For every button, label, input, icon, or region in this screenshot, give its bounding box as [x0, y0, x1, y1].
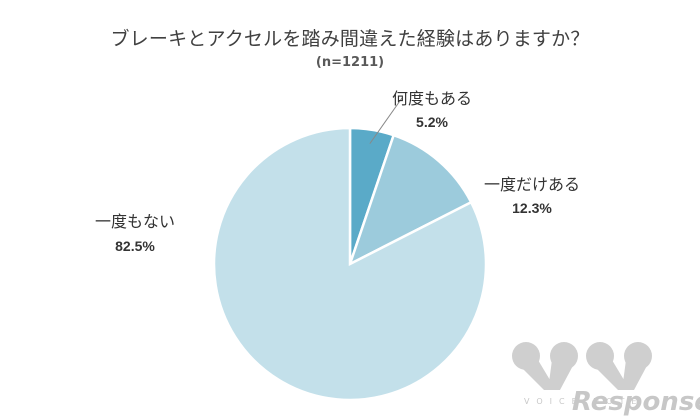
- response-watermark: VOICE NOTE Response.: [512, 342, 700, 417]
- slice-value-label: 5.2%: [416, 114, 448, 130]
- leader-lines: [369, 97, 403, 144]
- watermark-brand: Response.: [572, 387, 700, 417]
- slice-labels: 何度もある 5.2% 一度だけある 12.3% 一度もない 82.5%: [95, 89, 580, 254]
- voice-note-logo-icon: [512, 342, 652, 390]
- pie-slice: [347, 133, 473, 267]
- slice-name-label: 一度だけある: [484, 175, 580, 194]
- watermark-tag: VOICE NOTE: [524, 397, 643, 406]
- slice-name-label: 一度もない: [95, 212, 175, 231]
- leader-line: [369, 97, 403, 144]
- slice-value-label: 82.5%: [115, 238, 155, 254]
- slice-name-label: 何度もある: [392, 89, 472, 108]
- pie-slices: [212, 126, 488, 402]
- chart-subtitle: (n=1211): [315, 55, 385, 70]
- slice-value-label: 12.3%: [512, 200, 552, 216]
- pie-slice: [212, 126, 488, 402]
- chart-title: ブレーキとアクセルを踏み間違えた経験はありますか？: [110, 28, 590, 50]
